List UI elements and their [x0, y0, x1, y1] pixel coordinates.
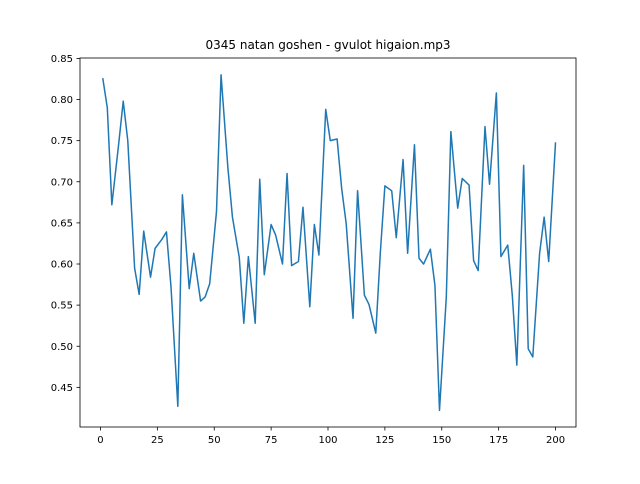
y-tick-label: 0.55 [51, 301, 73, 312]
x-tick-label: 125 [375, 435, 394, 446]
y-tick-label: 0.60 [51, 260, 73, 271]
y-axis: 0.45 0.50 0.55 0.60 0.65 0.70 0.75 0.80 0.85 [51, 54, 80, 394]
y-tick-label: 0.85 [51, 54, 73, 65]
y-tick-label: 0.80 [51, 95, 73, 106]
y-tick-label: 0.45 [51, 383, 73, 394]
y-tick-label: 0.50 [51, 342, 73, 353]
x-tick-label: 175 [489, 435, 508, 446]
y-tick-label: 0.70 [51, 177, 73, 188]
x-tick-label: 100 [318, 435, 337, 446]
series-line [102, 74, 557, 412]
x-tick-label: 50 [208, 435, 221, 446]
x-tick-label: 0 [97, 435, 103, 446]
x-tick-label: 75 [265, 435, 278, 446]
y-tick-label: 0.65 [51, 218, 73, 229]
x-tick-label: 25 [151, 435, 164, 446]
x-tick-label: 150 [432, 435, 451, 446]
plot-area-frame [79, 57, 577, 428]
y-tick-label: 0.75 [51, 136, 73, 147]
x-axis: 0 25 50 75 100 125 150 175 200 [97, 427, 565, 446]
x-tick-label: 200 [546, 435, 565, 446]
chart-title: 0345 natan goshen - gvulot higaion.mp3 [205, 38, 450, 52]
